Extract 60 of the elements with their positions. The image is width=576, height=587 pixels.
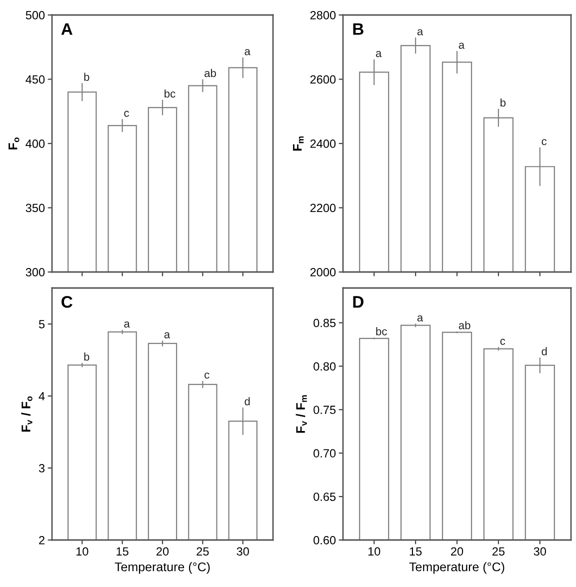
y-tick-label: 2000 (310, 268, 336, 276)
data-label: b (84, 352, 90, 361)
data-label: a (244, 49, 250, 56)
y-tick-label: 0.70 (314, 449, 336, 458)
y-tick-label: 3 (38, 464, 45, 472)
y-tick-label: 300 (26, 268, 45, 276)
x-tick-label: 30 (534, 547, 546, 556)
y-axis-title: F$_{m}$ (293, 136, 304, 151)
data-label: a (458, 42, 465, 49)
data-label: bc (164, 89, 176, 98)
data-label: ab (204, 68, 216, 78)
y-axis-title: F$_{o}$ (8, 137, 20, 150)
annotation: C (62, 296, 72, 308)
y-axis-title: F$_{v}$ / F$_{m}$ (296, 395, 307, 433)
y-tick-label: 0.65 (314, 492, 336, 501)
data-label: bc (376, 327, 387, 336)
x-tick-label: 15 (410, 547, 422, 556)
data-label: a (164, 332, 170, 338)
data-label: c (542, 139, 547, 146)
y-tick-label: 350 (26, 204, 45, 212)
x-tick-label: 25 (196, 547, 209, 556)
annotation: D (353, 296, 364, 308)
x-tick-label: 30 (236, 547, 249, 556)
x-tick-label: 10 (368, 547, 380, 556)
y-tick-label: 2400 (310, 140, 336, 148)
annotation: A (61, 23, 72, 35)
data-label: d (542, 347, 547, 356)
y-tick-label: 5 (38, 320, 45, 328)
data-label: ab (458, 321, 470, 330)
annotation: B (353, 23, 364, 35)
y-tick-label: 500 (26, 11, 45, 20)
data-label: b (500, 98, 506, 107)
y-tick-label: 0.80 (314, 362, 336, 371)
data-label: a (417, 29, 424, 36)
y-axis-title: F$_{v}$ / F$_{o}$ (21, 396, 32, 432)
y-tick-label: 2200 (310, 204, 336, 212)
y-tick-label: 450 (26, 75, 45, 84)
y-tick-label: 400 (26, 140, 45, 148)
y-tick-label: 0.75 (314, 406, 336, 414)
x-tick-label: 15 (116, 547, 128, 556)
x-axis-title: Temperature (°C) (114, 562, 210, 574)
x-tick-label: 20 (451, 547, 464, 556)
y-tick-label: 0.60 (314, 536, 336, 544)
y-tick-label: 4 (38, 392, 45, 400)
x-tick-label: 10 (76, 547, 88, 556)
x-tick-label: 20 (156, 547, 169, 556)
y-tick-label: 0.85 (314, 318, 336, 328)
data-label: c (124, 110, 129, 117)
data-label: c (500, 338, 506, 345)
data-label: a (417, 315, 424, 322)
x-axis-title: Temperature (°C) (409, 562, 504, 574)
data-label: a (124, 321, 130, 328)
data-label: a (376, 51, 382, 58)
data-label: c (204, 372, 210, 379)
data-label: b (84, 72, 90, 81)
data-label: d (244, 397, 250, 406)
y-tick-label: 2 (39, 536, 44, 544)
y-tick-label: 2600 (310, 75, 336, 84)
x-tick-label: 25 (492, 547, 505, 556)
y-tick-label: 2800 (310, 11, 336, 20)
